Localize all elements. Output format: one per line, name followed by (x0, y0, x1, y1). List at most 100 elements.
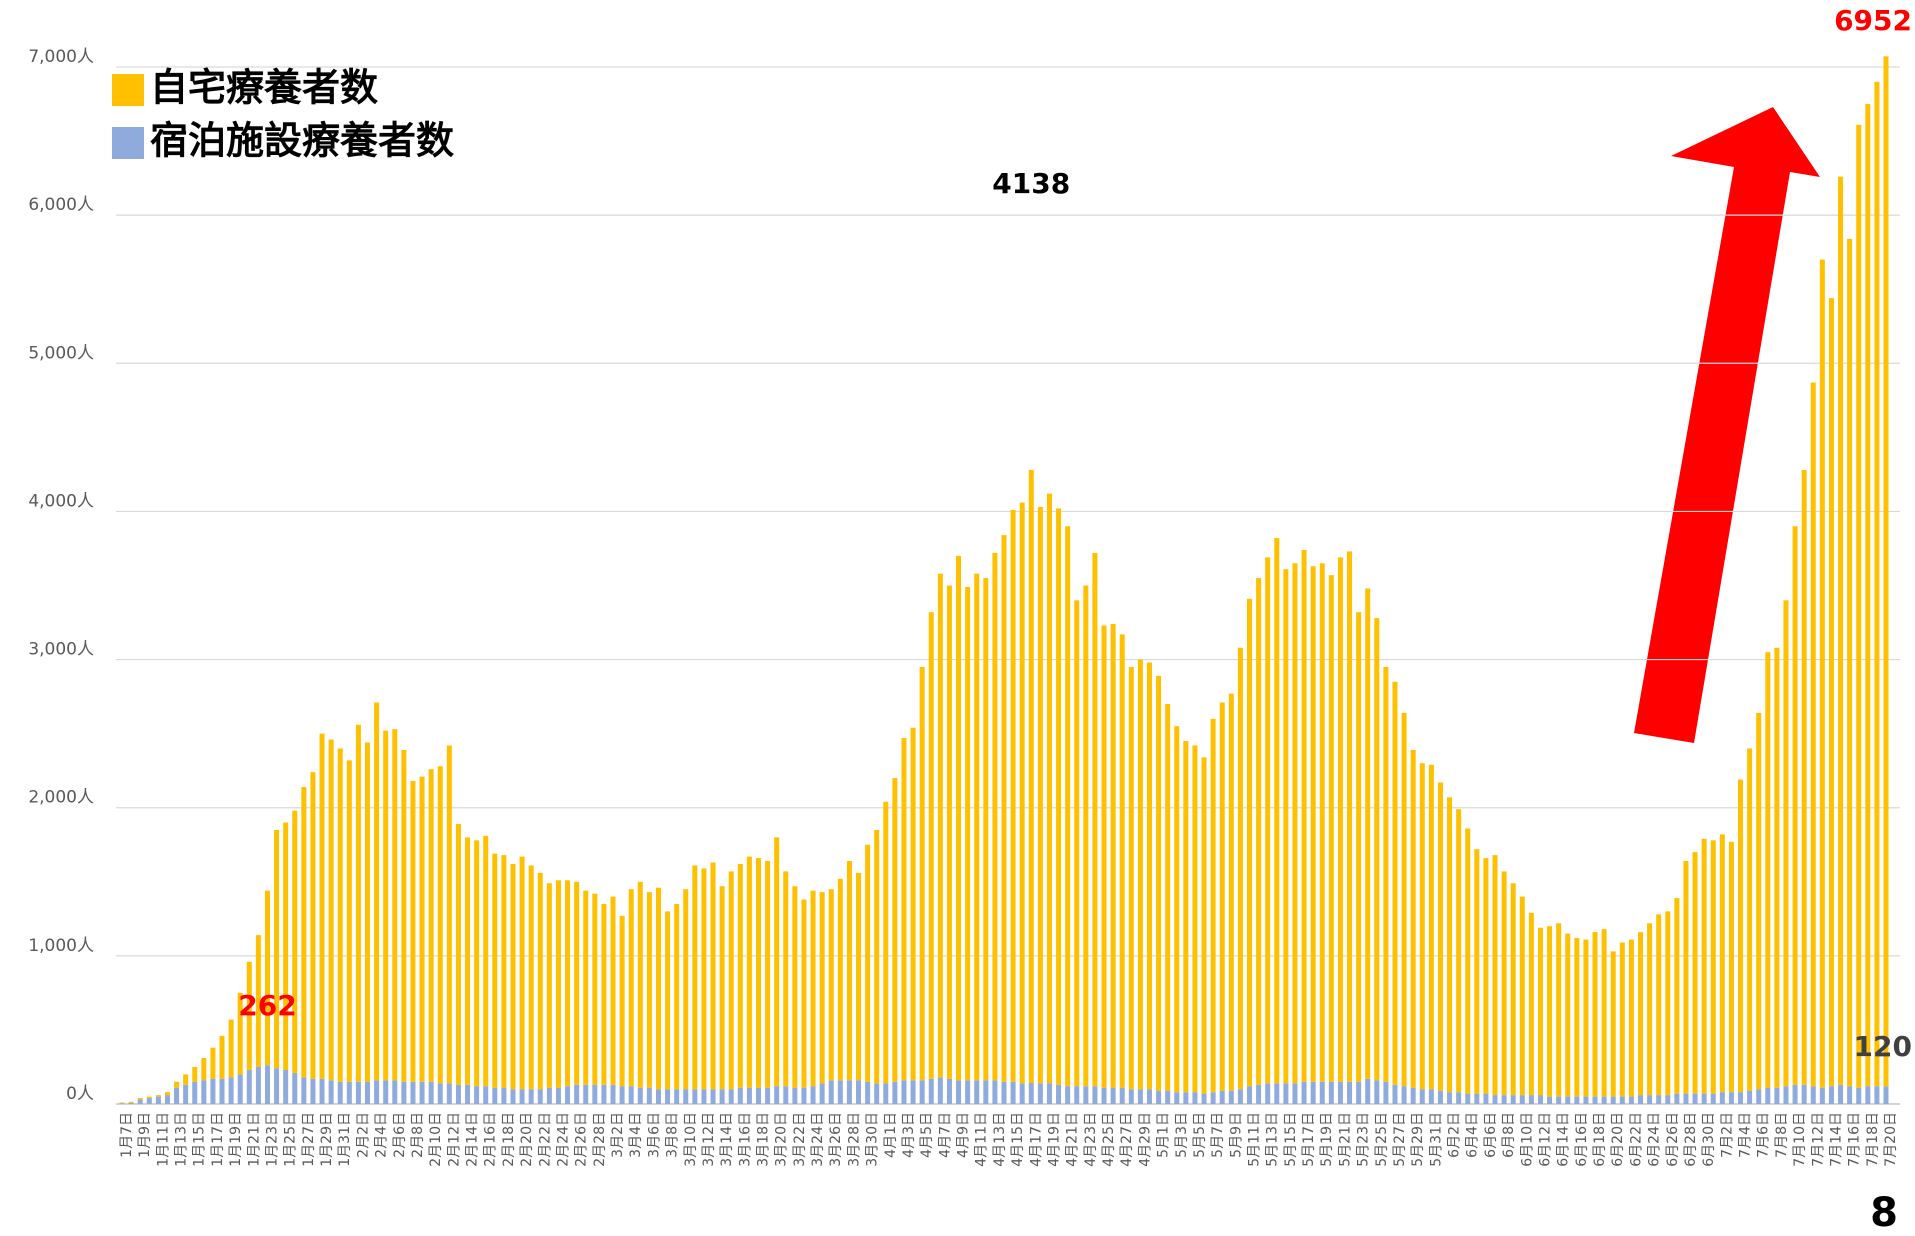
bar-segment (1092, 1086, 1098, 1104)
bar-segment (1274, 538, 1280, 1084)
bar-segment (1347, 1081, 1353, 1104)
bar-segment (583, 1084, 589, 1104)
bar-segment (1065, 1086, 1071, 1104)
bar-segment (437, 1083, 443, 1104)
bar-segment (1874, 1086, 1880, 1104)
bar-segment (474, 840, 480, 1087)
bar-segment (874, 1083, 880, 1104)
x-tick-label: 7月18日 (1865, 1112, 1881, 1167)
bar-segment (428, 769, 434, 1082)
bar-segment (1010, 509, 1016, 1082)
bar-segment (537, 872, 543, 1090)
bar-segment (928, 612, 934, 1079)
bar-segment (1492, 1095, 1498, 1104)
bar-segment (1365, 1078, 1371, 1104)
bar-segment (1692, 852, 1698, 1094)
x-tick-label: 4月11日 (974, 1112, 990, 1167)
bar-segment (974, 1080, 980, 1104)
page-number: 8 (1870, 1190, 1898, 1236)
bar-segment (692, 865, 698, 1090)
bar-segment (1410, 749, 1416, 1088)
bar-segment (1156, 1090, 1162, 1104)
bar-segment (655, 887, 661, 1090)
bar-segment (1101, 625, 1107, 1088)
data-label: 120 (1854, 1030, 1912, 1063)
bar-segment (1310, 566, 1316, 1082)
bar-segment (310, 1078, 316, 1104)
bar-segment (346, 1081, 352, 1104)
bar-segment (574, 881, 580, 1085)
x-tick-label: 4月15日 (1010, 1112, 1026, 1167)
bar-segment (792, 1087, 798, 1104)
bar-segment (1237, 1089, 1243, 1104)
y-tick-label: 5,000人 (28, 343, 94, 363)
bar-segment (365, 1081, 371, 1104)
bar-segment (546, 883, 552, 1088)
bar-segment (837, 878, 843, 1081)
bar-segment (1610, 951, 1616, 1097)
bar-segment (856, 1080, 862, 1104)
bar-segment (1201, 757, 1207, 1094)
bar-segment (1428, 764, 1434, 1090)
bar-segment (910, 1080, 916, 1104)
bar-segment (1501, 1095, 1507, 1104)
bar-segment (201, 1058, 207, 1081)
bar-segment (292, 1072, 298, 1104)
bar-segment (1728, 1092, 1734, 1104)
bar-segment (1647, 1095, 1653, 1104)
bar-segment (337, 748, 343, 1082)
bar-segment (1365, 588, 1371, 1079)
bar-segment (1128, 1089, 1134, 1104)
bar-segment (801, 1087, 807, 1104)
y-tick-label: 7,000人 (28, 47, 94, 67)
bar-segment (374, 702, 380, 1081)
bar-segment (710, 862, 716, 1090)
bar-segment (437, 766, 443, 1084)
x-tick-label: 6月4日 (1465, 1112, 1481, 1158)
bar-segment (1465, 828, 1471, 1094)
bar-segment (1710, 1093, 1716, 1104)
bar-segment (1674, 898, 1680, 1094)
bar-segment (919, 666, 925, 1081)
x-tick-label: 6月18日 (1592, 1112, 1608, 1167)
y-tick-label: 0人 (66, 1084, 94, 1104)
bar-segment (1210, 718, 1216, 1093)
bar-segment (228, 1077, 234, 1104)
x-tick-label: 7月6日 (1756, 1112, 1772, 1158)
x-tick-label: 5月13日 (1265, 1112, 1281, 1167)
bar-segment (1847, 238, 1853, 1087)
bar-segment (1710, 840, 1716, 1094)
bar-segment (210, 1078, 216, 1104)
bar-segment (665, 1089, 671, 1104)
bar-segment (455, 1084, 461, 1104)
bar-segment (1592, 1096, 1598, 1104)
bar-segment (1665, 911, 1671, 1096)
bar-segment (1247, 598, 1253, 1087)
bar-segment (237, 1074, 243, 1104)
x-tick-label: 6月16日 (1574, 1112, 1590, 1167)
bar-segment (1356, 1081, 1362, 1104)
bar-segment (1701, 838, 1707, 1094)
x-tick-label: 5月19日 (1319, 1112, 1335, 1167)
x-tick-label: 4月29日 (1137, 1112, 1153, 1167)
bar-segment (1328, 1081, 1334, 1104)
bar-segment (1828, 1086, 1834, 1104)
bar-segment (1774, 647, 1780, 1088)
legend-swatch (112, 74, 144, 106)
bar-segment (1374, 1080, 1380, 1104)
bar-segment (1310, 1081, 1316, 1104)
bar-segment (846, 1080, 852, 1104)
x-tick-label: 3月22日 (792, 1112, 808, 1167)
bar-segment (983, 578, 989, 1081)
x-tick-label: 1月17日 (210, 1112, 226, 1167)
bar-segment (1583, 1096, 1589, 1104)
x-tick-label: 5月15日 (1283, 1112, 1299, 1167)
bar-segment (801, 899, 807, 1088)
bar-segment (1856, 124, 1862, 1088)
bar-segment (892, 778, 898, 1082)
bar-segment (901, 738, 907, 1081)
bar-segment (1756, 712, 1762, 1090)
bar-segment (1783, 600, 1789, 1087)
bar-segment (1565, 1096, 1571, 1104)
x-tick-label: 7月8日 (1774, 1112, 1790, 1158)
